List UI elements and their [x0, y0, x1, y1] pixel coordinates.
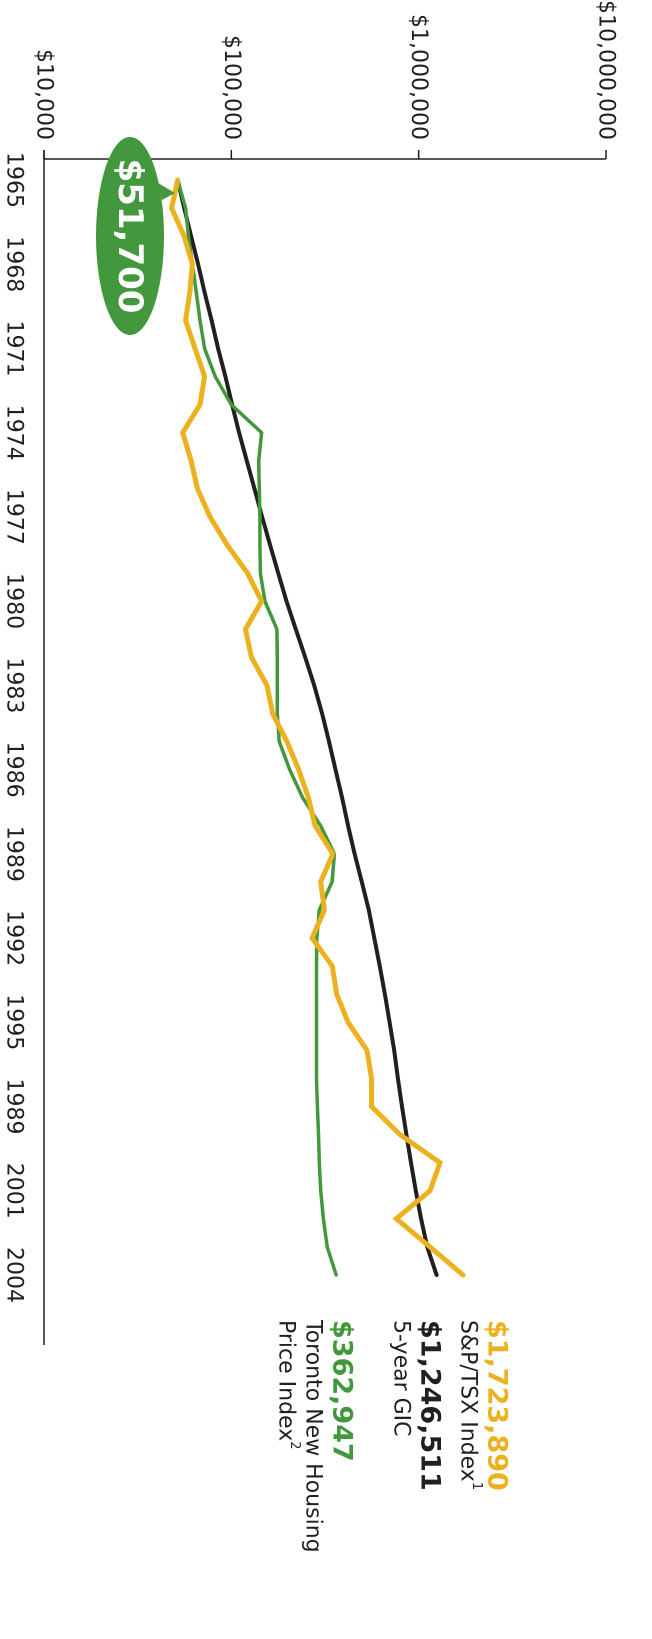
value-tick-label: $100,000	[219, 35, 244, 140]
series-name: Price Index2	[274, 1320, 303, 1450]
year-tick-label: 1989	[2, 826, 27, 882]
value-tick-label: $10,000	[32, 49, 57, 140]
series-name: 5-year GIC	[389, 1320, 414, 1437]
year-tick-label: 1983	[2, 657, 27, 713]
year-tick-label: 1977	[2, 489, 27, 545]
year-tick-label: 1965	[2, 152, 27, 208]
series-line	[175, 178, 338, 1277]
start-value-label: $51,700	[110, 159, 150, 314]
start-value-bubble-tail	[158, 183, 175, 200]
series-end-value: $1,246,511	[415, 1320, 446, 1491]
series-lines	[168, 177, 466, 1278]
year-tick-label: 1992	[2, 910, 27, 966]
value-tick-label: $10,000,000	[594, 0, 619, 140]
year-tick-label: 2004	[2, 1247, 27, 1303]
year-tick-label: 1980	[2, 573, 27, 629]
year-tick-label: 1968	[2, 236, 27, 292]
series-name: S&P/TSX Index1	[456, 1320, 485, 1490]
value-tick-label: $1,000,000	[406, 14, 431, 140]
start-value-callout: $51,700	[96, 137, 175, 335]
series-name: Toronto New Housing	[301, 1319, 326, 1553]
year-tick-label: 1995	[2, 994, 27, 1050]
series-end-value: $362,947	[327, 1320, 358, 1462]
series-footnote-marker: 2	[288, 1441, 303, 1449]
series-line	[175, 178, 439, 1277]
year-tick-label: 1986	[2, 742, 27, 798]
start-value-bubble	[96, 137, 164, 335]
series-end-value: $1,723,890	[482, 1320, 513, 1491]
axes: $10,000 $100,000 $1,000,000 $10,000,000 1965…	[2, 0, 619, 1345]
year-tick-label: 1971	[2, 320, 27, 376]
year-tick-label: 2001	[2, 1163, 27, 1219]
series-footnote-marker: 1	[470, 1482, 485, 1490]
year-tick-label: 1974	[2, 405, 27, 461]
year-tick-label: 1989	[2, 1079, 27, 1135]
series-line	[168, 177, 466, 1278]
